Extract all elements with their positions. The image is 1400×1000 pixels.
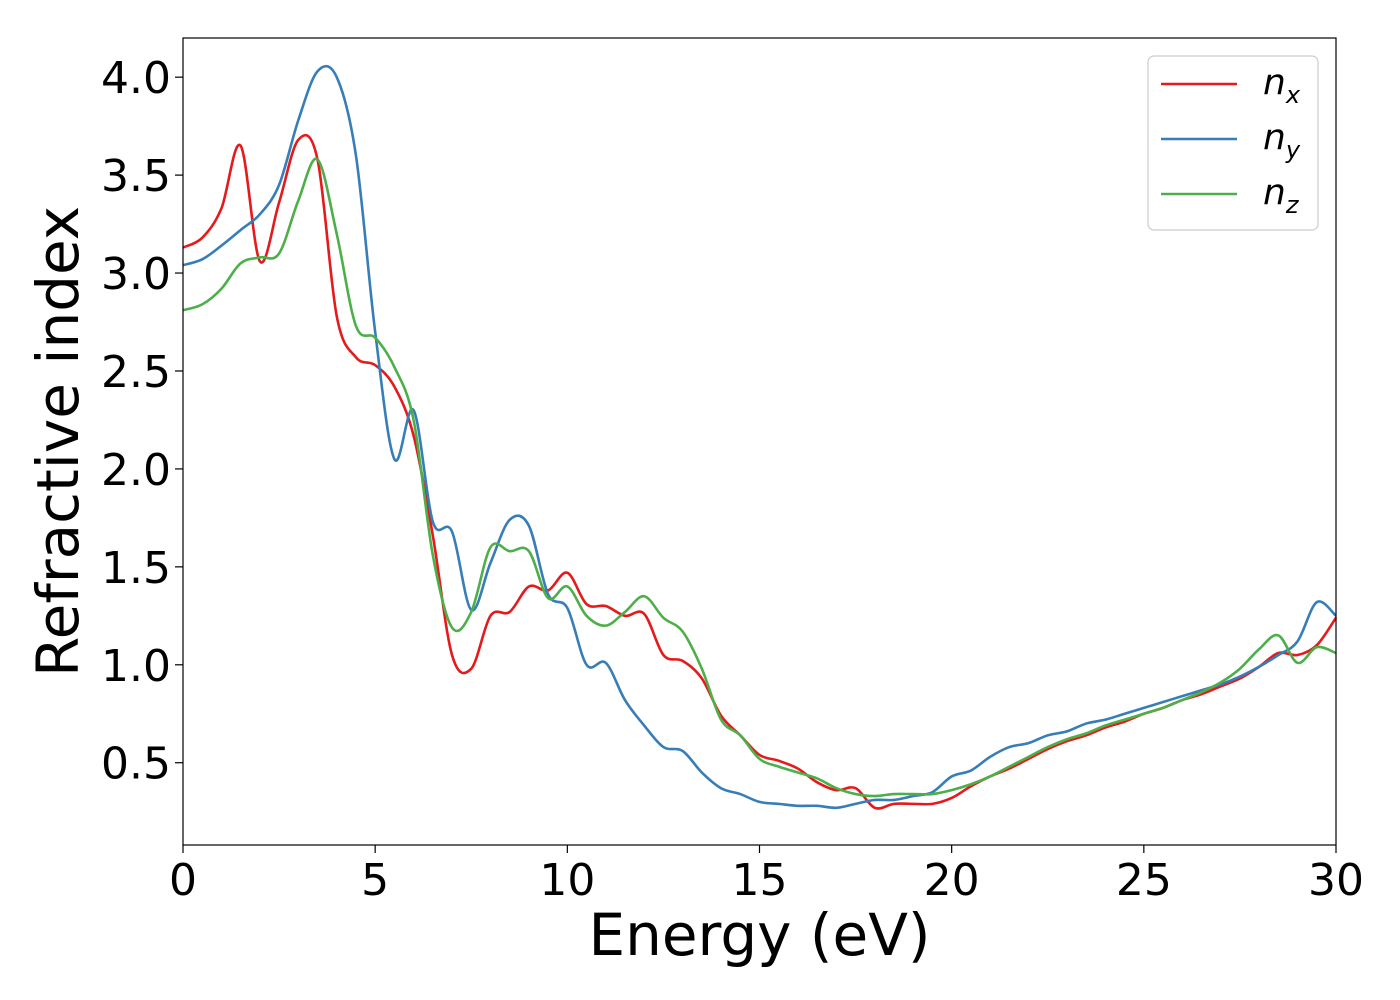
series-line-nz	[182, 157, 1337, 798]
x-tick-label: 5	[361, 855, 389, 906]
y-tick-label: 3.0	[101, 249, 171, 300]
legend-label-base: n	[1263, 62, 1286, 103]
y-tick-label: 4.0	[101, 53, 171, 104]
legend-label-subscript: z	[1285, 191, 1300, 219]
y-axis-ticks: 0.5 1.0 1.5 2.0 2.5 3.0 3.5 4.0	[101, 53, 183, 790]
legend-label-subscript: y	[1285, 136, 1301, 164]
legend-label-subscript: x	[1285, 81, 1301, 109]
y-tick-label: 2.5	[101, 347, 171, 398]
legend-label-base: n	[1263, 172, 1286, 213]
x-tick-label: 0	[169, 855, 197, 906]
x-tick-label: 10	[539, 855, 595, 906]
legend-label-nx: nx	[1263, 62, 1301, 109]
legend-label-ny: ny	[1263, 117, 1301, 164]
x-axis-ticks: 0 5 10 15 20 25 30	[169, 845, 1364, 906]
legend-box	[1147, 55, 1319, 231]
y-tick-label: 2.0	[101, 445, 171, 496]
x-tick-label: 25	[1116, 855, 1172, 906]
legend-label-nz: nz	[1263, 172, 1300, 219]
y-tick-label: 0.5	[101, 739, 171, 790]
x-tick-label: 20	[924, 855, 980, 906]
y-tick-label: 1.5	[101, 543, 171, 594]
series-line-ny	[182, 64, 1337, 810]
y-axis-title: Refractive index	[24, 206, 92, 677]
y-tick-label: 1.0	[101, 641, 171, 692]
x-axis-title: Energy (eV)	[588, 901, 930, 969]
x-tick-label: 15	[732, 855, 788, 906]
y-tick-label: 3.5	[101, 151, 171, 202]
legend-label-base: n	[1263, 117, 1286, 158]
x-tick-label: 30	[1308, 855, 1364, 906]
series-layer	[182, 64, 1338, 810]
